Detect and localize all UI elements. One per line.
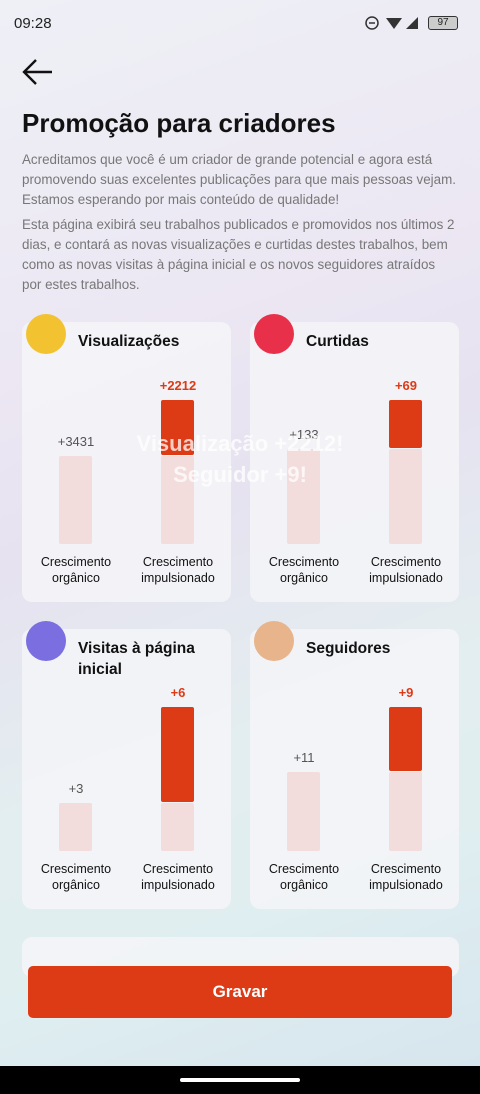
bar-boost — [389, 707, 422, 771]
intro-text: Acreditamos que você é um criador de gra… — [22, 152, 456, 207]
bar-base — [161, 456, 194, 544]
toast-line: Visualização +2212! — [136, 431, 344, 456]
card-title: Seguidores — [306, 640, 391, 657]
caption: Crescimento orgânico — [268, 862, 340, 892]
status-icons — [365, 16, 418, 30]
stat-card: Visualizações +3431 +2212 Crescimento orgân… — [22, 314, 231, 602]
bar-base — [161, 803, 194, 851]
stat-card: Seguidores +11 +9 Crescimento orgânico Cresc… — [250, 621, 459, 909]
back-button[interactable] — [22, 58, 56, 86]
bar-boost — [389, 400, 422, 449]
caption: Crescimento orgânico — [40, 862, 112, 892]
card-title: Curtidas — [306, 333, 369, 350]
bar-boost — [161, 707, 194, 802]
toast: Visualização +2212! Seguidor +9! — [0, 428, 480, 490]
value-label: +2212 — [159, 378, 197, 393]
bar-organic — [287, 449, 320, 544]
nav-bar — [0, 1066, 480, 1094]
value-label: +9 — [398, 685, 414, 700]
status-bar: 09:28 97 — [0, 0, 480, 40]
intro-text: Esta página exibirá seu trabalhos public… — [22, 217, 455, 292]
card-title: Visualizações — [78, 333, 180, 350]
card-icon — [254, 621, 294, 661]
value-label: +69 — [394, 378, 418, 393]
card-icon — [254, 314, 294, 354]
caption: Crescimento orgânico — [268, 555, 340, 585]
value-label: +11 — [293, 749, 315, 765]
card-icon — [26, 314, 66, 354]
save-button[interactable]: Gravar — [28, 966, 452, 1018]
caption: Crescimento orgânico — [40, 555, 112, 585]
bar-base — [389, 449, 422, 544]
bar-base — [389, 771, 422, 851]
bar-boost — [161, 400, 194, 456]
card-title: Visitas à página inicial — [78, 640, 195, 678]
clock: 09:28 — [14, 15, 52, 32]
battery: 97 — [428, 16, 458, 30]
caption: Crescimento impulsionado — [369, 862, 443, 892]
caption: Crescimento impulsionado — [369, 555, 443, 585]
bar-organic — [59, 803, 92, 851]
toast-line: Seguidor +9! — [173, 462, 307, 487]
value-label: +133 — [289, 427, 319, 443]
card-icon — [26, 621, 66, 661]
caption: Crescimento impulsionado — [141, 862, 215, 892]
bar-organic — [287, 771, 320, 851]
stat-card: Visitas à página inicial +3 +6 Crescimento … — [22, 621, 231, 909]
value-label: +6 — [170, 685, 186, 700]
stat-card: Curtidas +133 +69 Crescimento orgânico Cresc… — [250, 314, 459, 602]
value-label: +3 — [68, 781, 84, 796]
caption: Crescimento impulsionado — [141, 555, 215, 585]
home-indicator — [180, 1078, 300, 1082]
page-title: Promoção para criadores — [22, 108, 336, 138]
bar-organic — [59, 456, 92, 544]
value-label: +3431 — [57, 434, 95, 450]
